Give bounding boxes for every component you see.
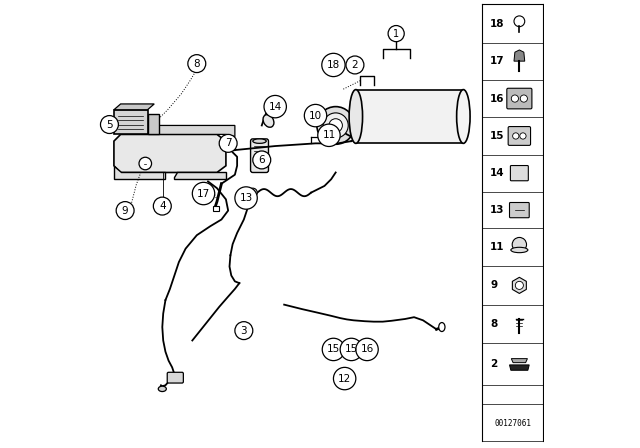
Circle shape — [318, 124, 340, 146]
FancyBboxPatch shape — [167, 372, 184, 383]
Polygon shape — [174, 172, 226, 179]
Circle shape — [305, 104, 326, 127]
Text: 14: 14 — [490, 168, 505, 178]
Circle shape — [226, 142, 235, 151]
Circle shape — [515, 281, 524, 289]
Text: 17: 17 — [490, 56, 505, 66]
Circle shape — [323, 338, 344, 361]
Text: 12: 12 — [338, 374, 351, 383]
Text: 2: 2 — [490, 359, 497, 369]
Text: 7: 7 — [225, 138, 232, 148]
Circle shape — [513, 133, 519, 139]
Text: 16: 16 — [490, 94, 505, 103]
Circle shape — [333, 367, 356, 390]
Text: 3: 3 — [241, 326, 247, 336]
Text: 11: 11 — [323, 130, 335, 140]
Polygon shape — [114, 110, 148, 134]
Text: 16: 16 — [360, 345, 374, 354]
Polygon shape — [514, 50, 525, 61]
Polygon shape — [121, 125, 235, 137]
FancyBboxPatch shape — [507, 88, 532, 109]
Polygon shape — [213, 206, 220, 211]
Polygon shape — [511, 358, 527, 363]
Text: 13: 13 — [239, 193, 253, 203]
Circle shape — [139, 157, 152, 170]
Polygon shape — [114, 104, 154, 110]
Polygon shape — [356, 90, 463, 143]
Circle shape — [512, 237, 527, 252]
Circle shape — [340, 338, 362, 361]
Polygon shape — [148, 114, 159, 134]
Text: 9: 9 — [490, 280, 497, 290]
Ellipse shape — [263, 115, 274, 127]
Text: 9: 9 — [122, 206, 129, 215]
Polygon shape — [114, 166, 165, 179]
Circle shape — [520, 95, 527, 102]
Text: 15: 15 — [345, 345, 358, 354]
Text: 13: 13 — [490, 205, 505, 215]
Polygon shape — [513, 277, 526, 293]
FancyBboxPatch shape — [509, 202, 529, 218]
Text: 15: 15 — [490, 131, 505, 141]
Circle shape — [323, 113, 348, 138]
Circle shape — [520, 133, 526, 139]
Text: 8: 8 — [490, 319, 497, 329]
Circle shape — [388, 26, 404, 42]
Text: 4: 4 — [159, 201, 166, 211]
Ellipse shape — [439, 323, 445, 332]
Polygon shape — [509, 365, 529, 370]
FancyBboxPatch shape — [508, 127, 531, 145]
Text: 18: 18 — [327, 60, 340, 70]
Circle shape — [100, 116, 118, 134]
Text: 6: 6 — [259, 155, 265, 165]
Circle shape — [248, 188, 257, 197]
Text: 10: 10 — [309, 111, 322, 121]
Circle shape — [255, 152, 264, 161]
Circle shape — [193, 182, 215, 205]
Text: 18: 18 — [490, 18, 505, 29]
Circle shape — [116, 202, 134, 220]
Circle shape — [188, 55, 206, 73]
Circle shape — [346, 56, 364, 74]
Text: 5: 5 — [106, 120, 113, 129]
Circle shape — [154, 197, 172, 215]
Text: 15: 15 — [327, 345, 340, 354]
Circle shape — [235, 187, 257, 209]
Text: 17: 17 — [197, 189, 210, 198]
Circle shape — [511, 95, 518, 102]
Circle shape — [514, 16, 525, 26]
Text: 00127061: 00127061 — [494, 419, 531, 428]
Text: 14: 14 — [269, 102, 282, 112]
Circle shape — [329, 119, 342, 132]
Ellipse shape — [253, 139, 266, 143]
Text: 11: 11 — [490, 242, 505, 252]
Text: 2: 2 — [351, 60, 358, 70]
Text: 1: 1 — [393, 29, 399, 39]
Circle shape — [264, 95, 287, 118]
Polygon shape — [114, 134, 226, 172]
Text: 8: 8 — [193, 59, 200, 69]
Ellipse shape — [456, 90, 470, 143]
Circle shape — [317, 107, 355, 144]
Circle shape — [322, 53, 345, 77]
FancyBboxPatch shape — [251, 139, 269, 172]
Circle shape — [356, 338, 378, 361]
Ellipse shape — [349, 90, 362, 143]
Circle shape — [235, 322, 253, 340]
Ellipse shape — [158, 386, 166, 392]
Ellipse shape — [511, 247, 528, 253]
Circle shape — [219, 134, 237, 152]
FancyBboxPatch shape — [511, 166, 529, 181]
Circle shape — [253, 151, 271, 169]
